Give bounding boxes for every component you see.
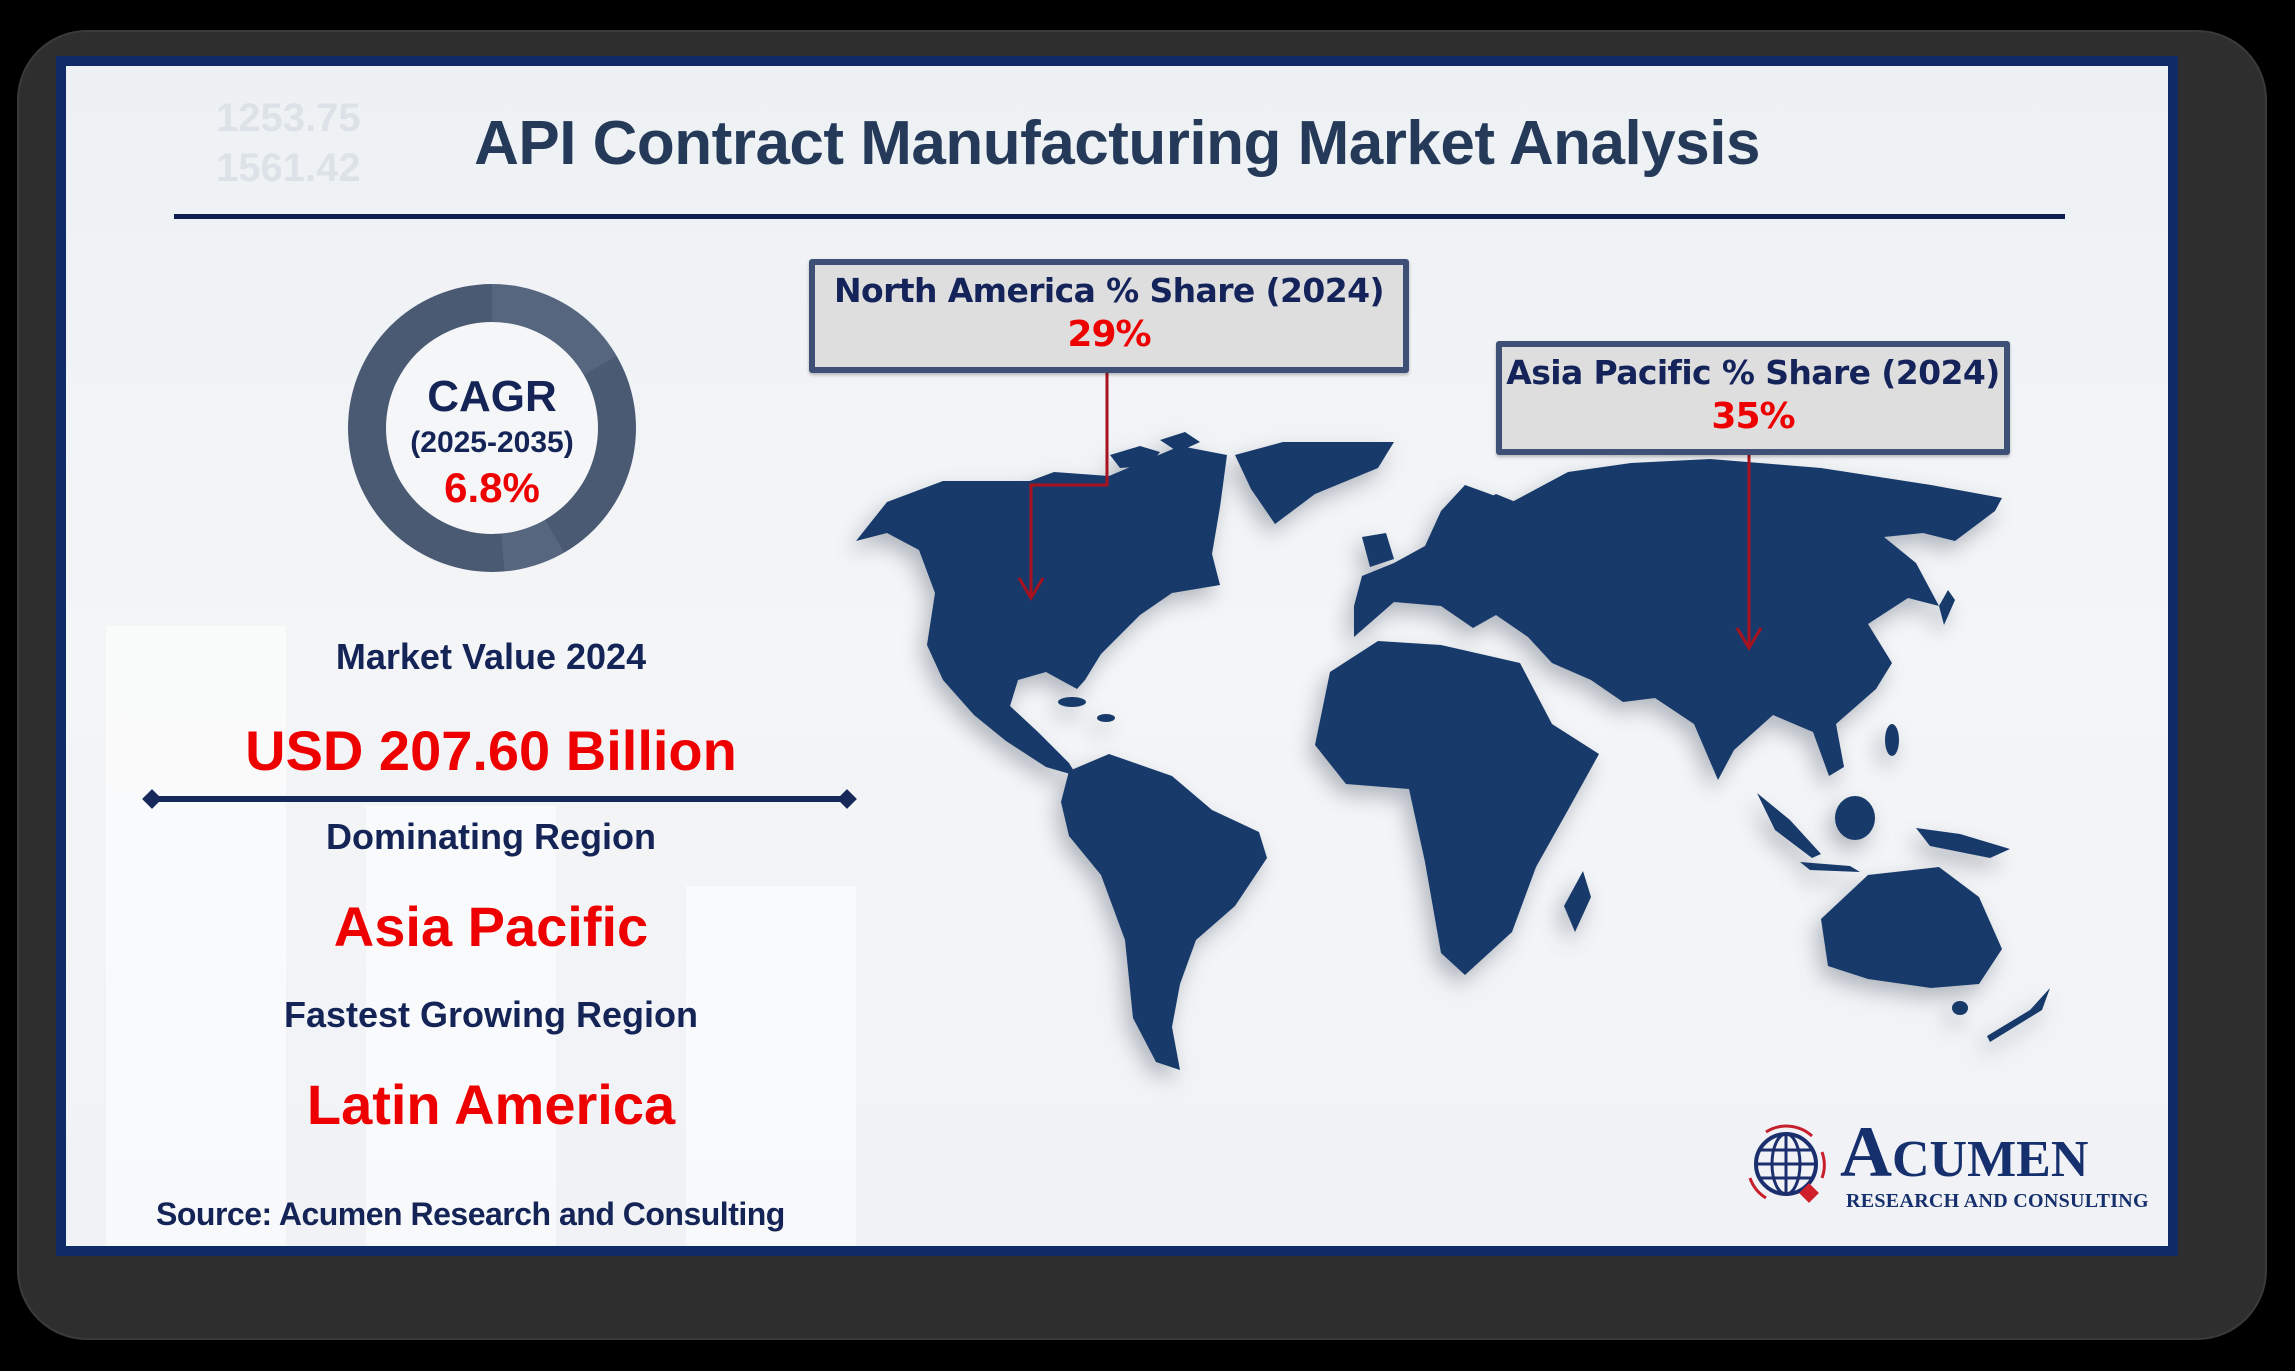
greenland-shape <box>1235 442 1394 524</box>
uk-shape <box>1362 533 1394 567</box>
background-bar-watermark <box>106 626 286 1246</box>
eurasia-shape <box>1354 459 2002 780</box>
fastest-growing-region-value: Latin America <box>306 1073 676 1136</box>
background-number-watermark: 1561.42 <box>216 146 361 190</box>
asia-pacific-arrowhead-icon <box>1735 627 1763 651</box>
source-note: Source: Acumen Research and Consulting <box>156 1196 785 1232</box>
africa-shape <box>1315 641 1599 975</box>
north-america-share-callout: North America % Share (2024) 29% <box>809 259 1409 373</box>
diamond-divider <box>142 789 857 809</box>
south-america-shape <box>1061 754 1267 1070</box>
page-title: API Contract Manufacturing Market Analys… <box>474 109 1760 178</box>
infographic-panel: 1253.75 1561.42 API Contract Manufacturi… <box>56 56 2178 1256</box>
australia-shape <box>1821 867 2002 988</box>
cagr-donut: CAGR (2025-2035) 6.8% <box>348 284 636 572</box>
logo-tagline: RESEARCH AND CONSULTING <box>1846 1190 2149 1212</box>
north-america-shape <box>856 446 1227 776</box>
market-value: USD 207.60 Billion <box>245 719 737 782</box>
globe-icon <box>1748 1124 1826 1203</box>
asia-pacific-share-label: Asia Pacific % Share (2024) <box>1506 353 2000 392</box>
background-number-watermark: 1253.75 <box>216 96 361 140</box>
cagr-value: 6.8% <box>444 464 540 511</box>
world-map <box>856 432 2050 1070</box>
logo-wordmark: ACUMEN <box>1840 1116 2088 1196</box>
north-america-share-value: 29% <box>1067 314 1151 355</box>
asia-pacific-share-value: 35% <box>1711 396 1795 437</box>
dominating-region-label: Dominating Region <box>326 816 656 857</box>
background-bar-watermark <box>366 806 556 1246</box>
title-divider <box>174 214 2065 219</box>
callout-connectors <box>1017 372 1763 651</box>
logo-initial: A <box>1840 1112 1892 1192</box>
fastest-growing-region-label: Fastest Growing Region <box>283 994 699 1035</box>
dominating-region-value: Asia Pacific <box>333 895 649 958</box>
background-bar-watermark <box>686 886 856 1246</box>
cagr-donut-center <box>386 322 598 534</box>
asia-pacific-share-callout: Asia Pacific % Share (2024) 35% <box>1496 341 2010 455</box>
market-value-label: Market Value 2024 <box>335 636 647 677</box>
north-america-connector <box>1029 372 1109 598</box>
cagr-label: CAGR <box>427 372 557 421</box>
north-america-share-label: North America % Share (2024) <box>834 271 1385 310</box>
logo-rest: CUMEN <box>1892 1131 2089 1188</box>
cagr-period: (2025-2035) <box>410 426 574 459</box>
north-america-arrowhead-icon <box>1017 577 1045 601</box>
